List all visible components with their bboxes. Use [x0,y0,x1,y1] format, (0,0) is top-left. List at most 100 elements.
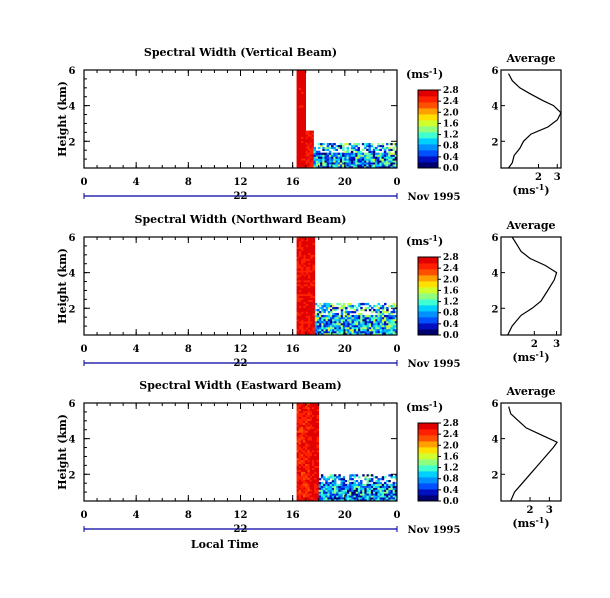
heatmap-cell [340,485,343,488]
heatmap-cell [318,499,322,502]
heatmap-cell [348,152,352,155]
heatmap-cell [303,424,306,427]
heatmap-cell [377,154,380,157]
heatmap-cell [368,316,372,320]
heatmap-cell [390,497,393,500]
heatmap-cell [307,461,310,465]
heatmap-cell [312,323,316,326]
heatmap-cell [307,313,311,316]
heatmap-cell [314,403,317,406]
heatmap-cell [303,463,306,467]
heatmap-cell [355,160,358,163]
heatmap-cell [307,164,310,167]
heatmap-cell [339,144,343,148]
y-tick-label: 6 [69,399,76,410]
colorbar-swatch [418,329,438,336]
heatmap-cell [316,403,320,406]
heatmap-cell [377,483,380,487]
heatmap-cell [298,103,302,106]
heatmap-cell [303,124,307,128]
heatmap-cell [394,328,398,332]
heatmap-cell [312,286,316,289]
heatmap-cell [349,474,352,477]
heatmap-cell [364,302,368,306]
heatmap-cell [347,330,350,334]
heatmap-cell [296,426,300,429]
heatmap-cell [301,280,304,283]
heatmap-cell [301,244,304,248]
heatmap-cell [338,322,342,326]
heatmap-cell [327,483,330,487]
heatmap-cell [381,322,385,326]
heatmap-cell [305,270,309,273]
heatmap-cell [381,156,385,159]
heatmap-cell [390,156,393,159]
heatmap-cell [296,467,300,470]
heatmap-cell [329,333,333,336]
heatmap-cell [303,473,306,476]
heatmap-cell [355,330,359,334]
heatmap-cell [307,489,310,492]
heatmap-cell [316,475,320,478]
heatmap-cell [351,483,354,487]
heatmap-cell [305,305,309,308]
heatmap-cell [314,467,317,470]
heatmap-cell [296,442,300,445]
heatmap-cell [314,453,317,457]
heatmap-cell [392,156,396,159]
heatmap-cell [312,319,316,322]
heatmap-cell [366,302,370,306]
heatmap-cell [375,304,378,308]
heatmap-cell [349,320,352,324]
heatmap-cell [336,485,339,488]
heatmap-cell [303,321,307,324]
heatmap-cell [394,160,398,163]
heatmap-cell [351,324,355,328]
heatmap-cell [298,317,302,320]
heatmap-cell [332,308,335,312]
colorbar-tick-label: 0.4 [443,320,459,330]
heatmap-cell [300,432,304,435]
heatmap-cell [366,160,369,163]
heatmap-cell [303,325,307,328]
heatmap-cell [303,144,307,147]
heatmap-cell [360,485,363,488]
heatmap-cell [364,318,368,322]
colorbar-swatch [418,287,438,294]
heatmap-cell [301,278,304,281]
heatmap-cell [298,270,302,273]
heatmap-cell [334,326,337,330]
panel-title: Spectral Width (Vertical Beam) [144,46,337,59]
heatmap-cell [314,450,317,453]
heatmap-cell [296,463,300,467]
heatmap-cell [296,240,300,244]
x-tick-label: 16 [286,177,300,188]
heatmap-cell [377,310,380,314]
heatmap-cell [303,128,307,132]
heatmap-cell [307,444,310,447]
heatmap-cell [327,304,331,308]
heatmap-cell [296,432,300,435]
heatmap-cell [368,326,372,330]
heatmap-cell [301,286,304,289]
heatmap-cell [307,446,310,449]
heatmap-cell [303,105,307,108]
heatmap-cell [310,262,313,265]
heatmap-cell [312,276,316,279]
colorbar-swatch [418,311,438,318]
heatmap-cell [298,455,302,459]
heatmap-cell [388,312,391,316]
heatmap-cell [303,77,307,81]
heatmap-cell [298,303,302,306]
heatmap-cell [333,487,337,490]
heatmap-cell [331,497,335,500]
heatmap-cell [303,89,307,92]
heatmap-cell [316,452,320,455]
heatmap-cell [316,495,320,498]
heatmap-cell [298,461,302,465]
heatmap-cell [303,120,307,124]
heatmap-cell [361,156,365,159]
heatmap-cell [321,304,324,308]
heatmap-cell [303,459,306,463]
heatmap-cell [320,166,323,169]
